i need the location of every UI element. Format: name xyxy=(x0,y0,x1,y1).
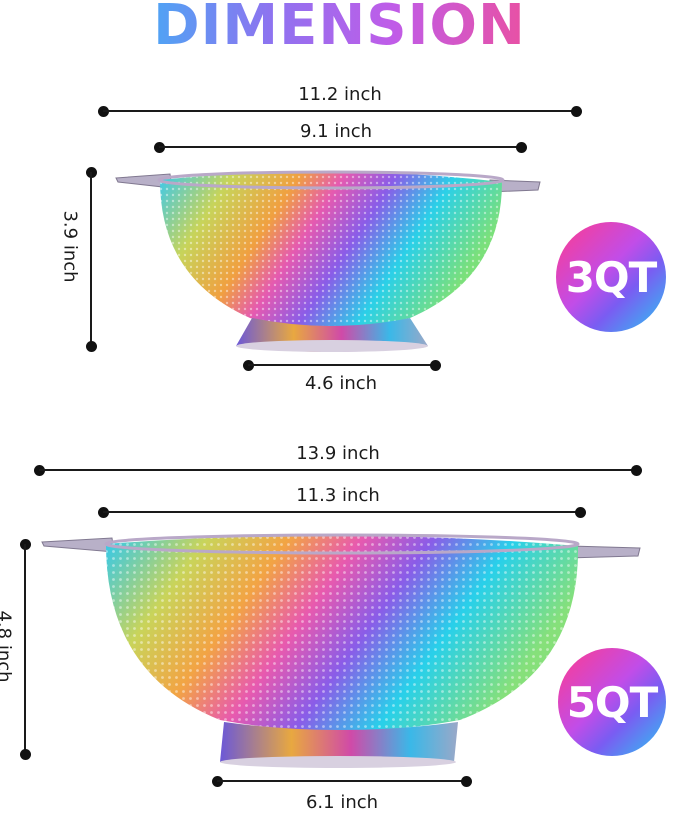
small-base-line xyxy=(248,364,436,366)
small-base-end-dot xyxy=(430,360,441,371)
large-height-end-dot xyxy=(20,749,31,760)
small-size-badge: 3QT xyxy=(556,222,666,332)
small-colander-image xyxy=(115,170,541,352)
small-inner-width-end-dot xyxy=(516,142,527,153)
large-inner-width-line xyxy=(103,511,581,513)
large-size-badge: 5QT xyxy=(558,648,666,756)
large-outer-width-line xyxy=(39,469,637,471)
small-inner-width-label: 9.1 inch xyxy=(299,121,373,142)
large-size-label: 5QT xyxy=(566,677,659,727)
small-size-label: 3QT xyxy=(565,252,658,302)
large-height-line xyxy=(24,544,26,755)
small-outer-width-label: 11.2 inch xyxy=(298,84,382,105)
small-base-label: 4.6 inch xyxy=(304,373,378,394)
small-height-line xyxy=(90,172,92,347)
large-colander-image xyxy=(41,533,641,768)
small-outer-width-end-dot xyxy=(571,106,582,117)
large-base-end-dot xyxy=(461,776,472,787)
large-inner-width-end-dot xyxy=(575,507,586,518)
large-height-label: 4.8 inch xyxy=(0,610,15,683)
small-outer-width-line xyxy=(103,110,577,112)
page-title: DIMENSION xyxy=(0,0,679,56)
small-height-end-dot xyxy=(86,341,97,352)
small-inner-width-line xyxy=(159,146,521,148)
small-height-label: 3.9 inch xyxy=(59,210,81,283)
large-inner-width-label: 11.3 inch xyxy=(296,485,380,506)
large-base-line xyxy=(217,780,467,782)
large-base-label: 6.1 inch xyxy=(305,792,379,813)
large-outer-width-label: 13.9 inch xyxy=(296,443,380,464)
large-outer-width-end-dot xyxy=(631,465,642,476)
